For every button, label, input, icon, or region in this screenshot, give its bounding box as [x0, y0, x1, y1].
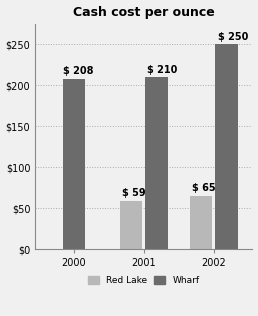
Legend: Red Lake, Wharf: Red Lake, Wharf — [88, 276, 200, 285]
Text: $ 65: $ 65 — [192, 183, 216, 193]
Text: $ 210: $ 210 — [148, 65, 178, 75]
Bar — [62, 79, 85, 249]
Title: Cash cost per ounce: Cash cost per ounce — [73, 6, 215, 19]
Bar — [120, 201, 142, 249]
Bar — [215, 44, 238, 249]
Text: $ 59: $ 59 — [122, 188, 146, 198]
Text: $ 208: $ 208 — [62, 66, 93, 76]
Text: $ 250: $ 250 — [217, 32, 248, 42]
Bar — [145, 77, 168, 249]
Bar — [190, 196, 213, 249]
